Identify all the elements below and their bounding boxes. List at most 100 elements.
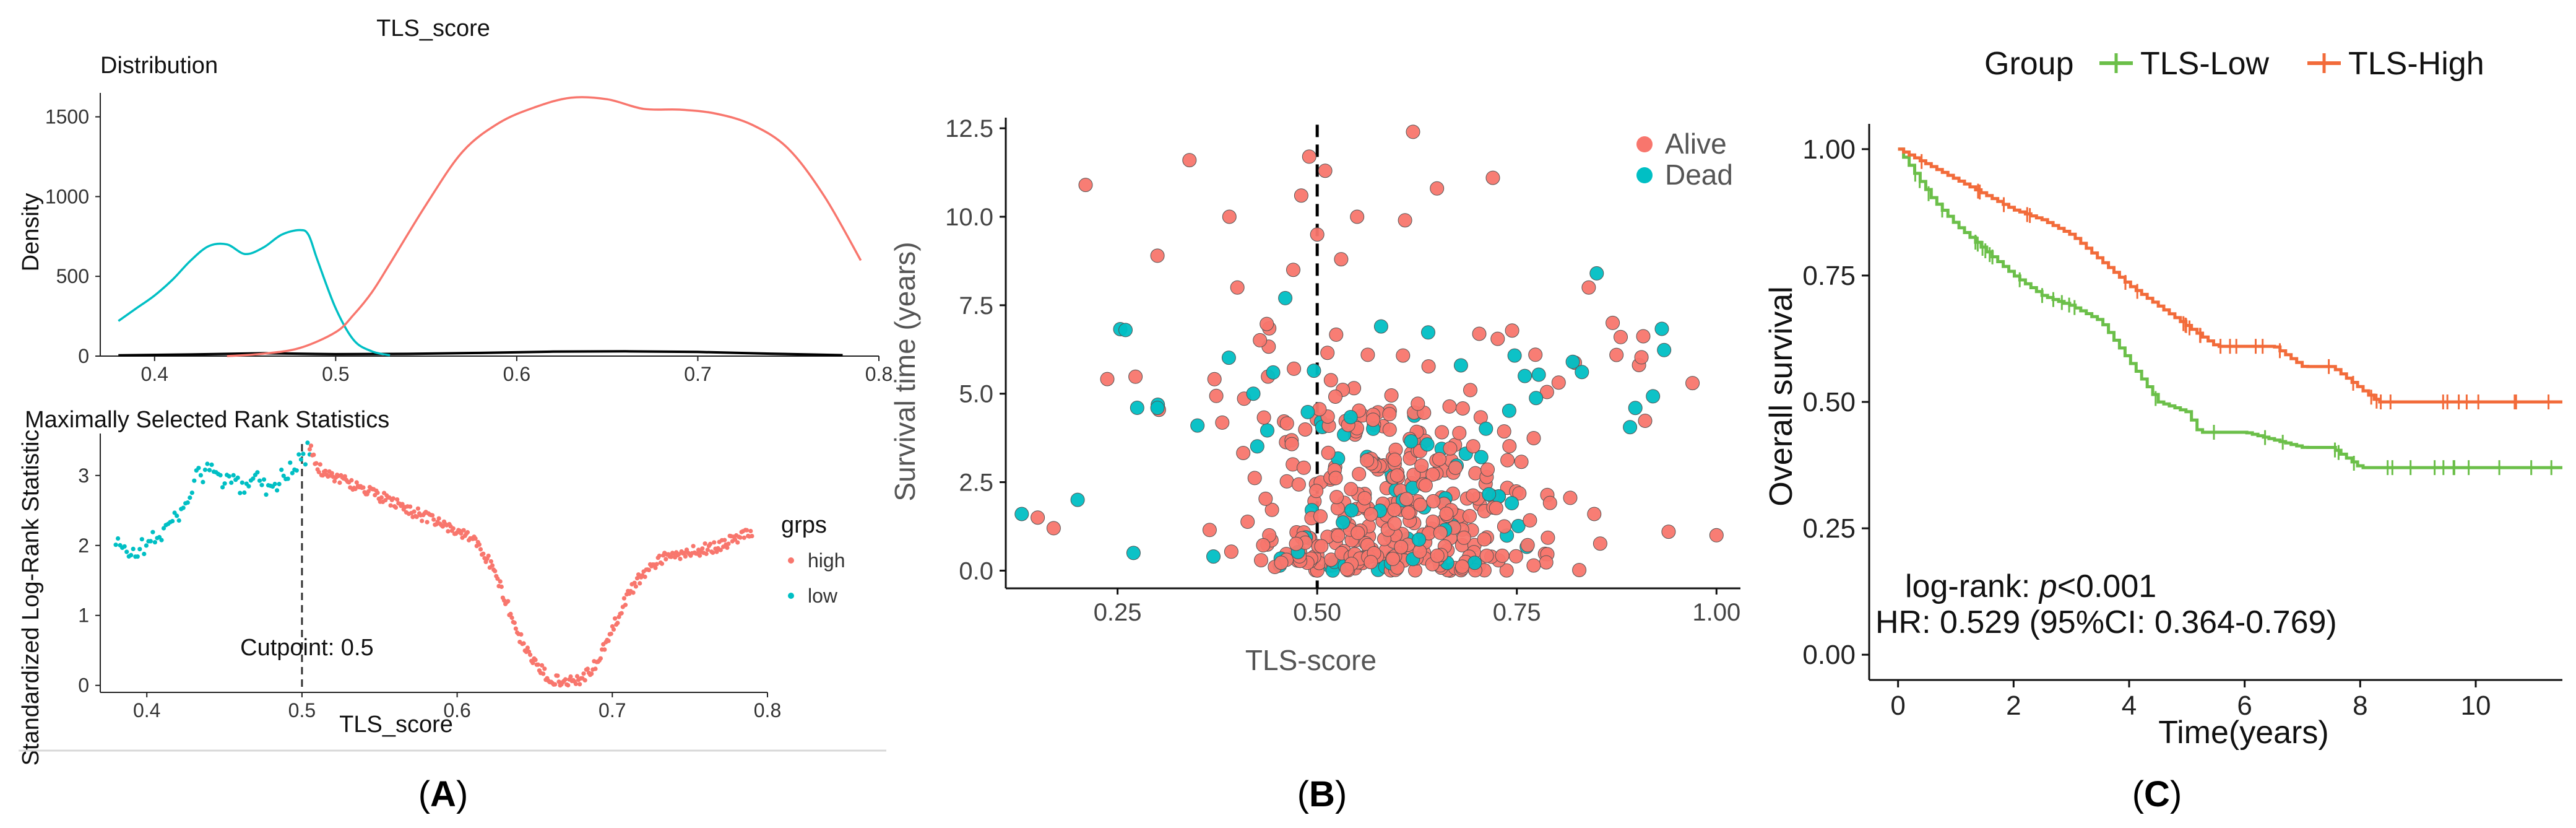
rank-point-high bbox=[574, 674, 580, 679]
survival-point-alive bbox=[1394, 539, 1409, 554]
rank-point-low bbox=[290, 471, 295, 476]
density-x-tick-label-0-5: 0.5 bbox=[322, 363, 349, 385]
km-y-tick-label-1: 1.00 bbox=[1802, 134, 1856, 165]
rank-point-high bbox=[705, 547, 710, 552]
survival-point-alive bbox=[1258, 491, 1273, 506]
rank-point-low bbox=[189, 490, 194, 495]
rank-point-high bbox=[525, 645, 530, 650]
rank-point-low bbox=[275, 488, 280, 493]
rank-point-low bbox=[185, 500, 190, 505]
survival-point-alive bbox=[1274, 556, 1289, 570]
rank-point-high bbox=[681, 551, 686, 556]
rank-point-low bbox=[148, 539, 153, 544]
survival-point-alive bbox=[1209, 388, 1224, 403]
rank-point-low bbox=[222, 481, 227, 486]
survival-point-alive bbox=[1313, 509, 1328, 524]
density-histogram-line bbox=[118, 350, 843, 357]
rank-stat-y-axis-title: Standardized Log-Rank Statistic bbox=[18, 430, 44, 766]
rank-point-high bbox=[414, 515, 419, 520]
rank-point-high bbox=[512, 621, 517, 625]
rank-x-tick-label-0-7: 0.7 bbox=[599, 699, 626, 721]
survival-point-alive bbox=[1031, 510, 1045, 525]
survival-point-alive bbox=[1490, 331, 1505, 346]
survival-point-alive bbox=[1480, 462, 1495, 477]
survival-point-dead bbox=[1623, 420, 1638, 435]
rank-point-high bbox=[589, 671, 594, 676]
survival-point-alive bbox=[1312, 402, 1327, 417]
survival-point-dead bbox=[1246, 386, 1261, 401]
panel-c: Group TLS-Low TLS-High Overall survival … bbox=[1763, 46, 2562, 814]
density-plot-area: 0 500 1000 1500 0.4 0.5 0.6 0.7 0.8 bbox=[45, 93, 893, 385]
rank-point-high bbox=[698, 553, 702, 558]
rank-point-high bbox=[395, 497, 400, 502]
survival-point-alive bbox=[1365, 412, 1380, 427]
survival-point-alive bbox=[1279, 416, 1294, 431]
survival-point-dead bbox=[1474, 450, 1489, 464]
rank-point-high bbox=[446, 529, 451, 534]
rank-point-high bbox=[521, 641, 526, 646]
survival-point-alive bbox=[1399, 492, 1414, 507]
panel-label-b: (B) bbox=[1297, 774, 1347, 814]
rank-point-low bbox=[152, 540, 157, 545]
rank-x-tick-label-0-5: 0.5 bbox=[288, 699, 316, 721]
panel-label-a: (A) bbox=[418, 774, 469, 814]
survival-point-alive bbox=[1230, 280, 1245, 295]
legend-key-alive bbox=[1636, 136, 1653, 152]
survival-point-alive bbox=[1202, 523, 1217, 538]
rank-point-high bbox=[320, 473, 326, 478]
rank-point-low bbox=[301, 451, 306, 456]
survival-point-dead bbox=[1657, 342, 1672, 357]
rank-point-low bbox=[176, 518, 181, 523]
survival-point-alive bbox=[1398, 213, 1412, 228]
survival-point-dead bbox=[1260, 423, 1274, 438]
rank-point-high bbox=[683, 554, 688, 559]
rank-point-low bbox=[279, 468, 284, 473]
survival-point-alive bbox=[1256, 538, 1271, 552]
rank-point-high bbox=[323, 468, 328, 473]
survival-point-dead bbox=[1507, 348, 1522, 363]
survival-point-alive bbox=[1254, 553, 1268, 568]
survival-point-alive bbox=[1289, 536, 1303, 551]
survival-point-alive bbox=[1479, 548, 1494, 563]
rank-point-high bbox=[481, 551, 486, 556]
rank-point-high bbox=[738, 535, 743, 540]
rank-point-high bbox=[329, 471, 334, 476]
rank-point-high bbox=[366, 489, 371, 494]
rank-y-tick-label-0: 0 bbox=[78, 674, 89, 697]
rank-point-high bbox=[528, 652, 533, 657]
rank-point-high bbox=[353, 486, 358, 492]
survival-point-alive bbox=[1443, 441, 1458, 456]
survival-point-alive bbox=[1350, 209, 1365, 224]
rank-point-high bbox=[493, 569, 498, 573]
rank-point-high bbox=[642, 574, 647, 580]
rank-point-high bbox=[700, 546, 705, 551]
rank-point-high bbox=[621, 596, 627, 601]
rank-point-low bbox=[142, 551, 147, 557]
survival-point-dead bbox=[1505, 496, 1519, 510]
rank-point-high bbox=[725, 545, 730, 551]
survival-y-tick-label-7-5: 7.5 bbox=[959, 292, 993, 320]
rank-point-low bbox=[192, 478, 197, 483]
rank-point-high bbox=[506, 599, 511, 604]
rank-point-low bbox=[259, 482, 264, 487]
survival-point-alive bbox=[1551, 375, 1566, 390]
rank-point-low bbox=[285, 476, 290, 481]
survival-point-alive bbox=[1078, 178, 1093, 193]
rank-point-high bbox=[540, 663, 545, 668]
survival-point-alive bbox=[1539, 385, 1554, 399]
rank-point-low bbox=[231, 473, 236, 478]
legend-label-alive: Alive bbox=[1665, 128, 1727, 160]
rank-point-high bbox=[608, 631, 613, 637]
rank-x-tick-label-0-8: 0.8 bbox=[754, 699, 781, 721]
rank-point-high bbox=[702, 541, 707, 546]
overall-survival-y-axis-title: Overall survival bbox=[1763, 286, 1799, 506]
survival-point-alive bbox=[1264, 502, 1279, 517]
km-x-tick-label-10: 10 bbox=[2461, 691, 2491, 721]
rank-point-low bbox=[218, 473, 223, 477]
survival-point-alive bbox=[1477, 532, 1492, 547]
rank-point-low bbox=[277, 482, 282, 487]
survival-point-alive bbox=[1542, 495, 1557, 510]
rank-point-high bbox=[393, 505, 399, 510]
rank-point-high bbox=[678, 556, 683, 562]
